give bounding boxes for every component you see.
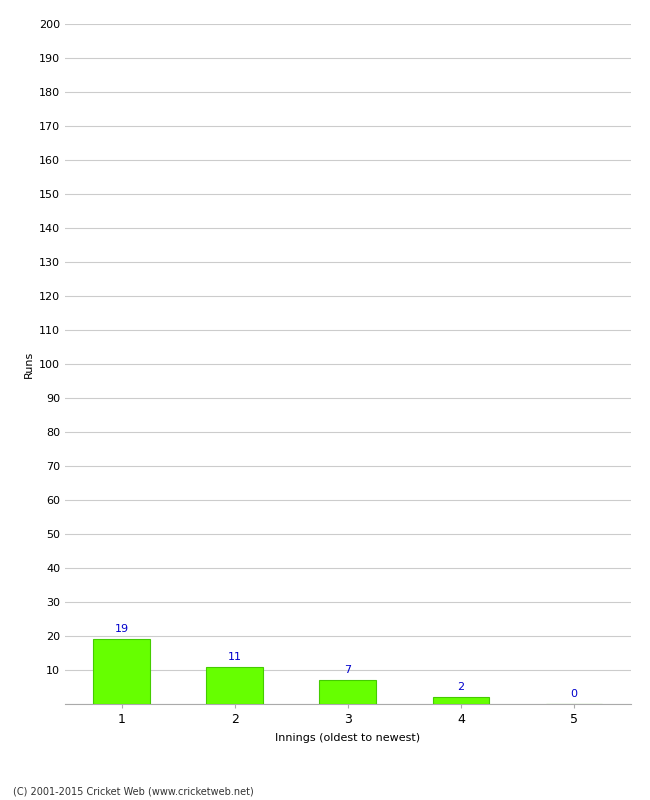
Bar bbox=[433, 697, 489, 704]
Y-axis label: Runs: Runs bbox=[23, 350, 33, 378]
Bar bbox=[320, 680, 376, 704]
X-axis label: Innings (oldest to newest): Innings (oldest to newest) bbox=[275, 733, 421, 743]
Bar bbox=[207, 666, 263, 704]
Bar bbox=[94, 639, 150, 704]
Text: 0: 0 bbox=[571, 689, 577, 699]
Text: 19: 19 bbox=[114, 624, 129, 634]
Text: (C) 2001-2015 Cricket Web (www.cricketweb.net): (C) 2001-2015 Cricket Web (www.cricketwe… bbox=[13, 786, 254, 796]
Text: 11: 11 bbox=[227, 651, 242, 662]
Text: 7: 7 bbox=[344, 665, 351, 675]
Text: 2: 2 bbox=[458, 682, 464, 692]
